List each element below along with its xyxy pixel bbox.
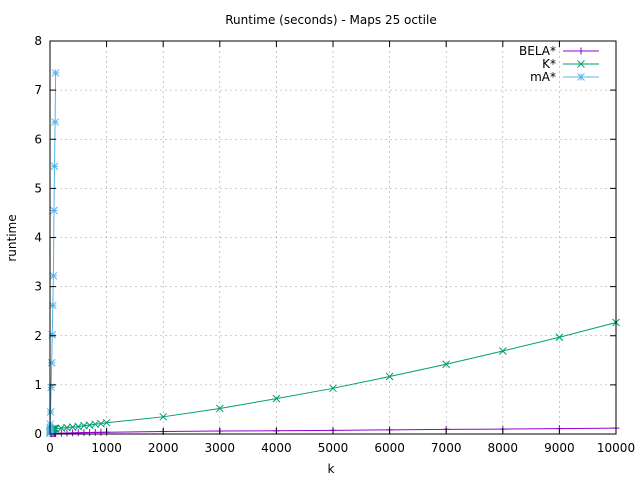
y-tick-label: 4 — [34, 231, 42, 245]
y-axis-label: runtime — [5, 214, 19, 261]
data-point-k — [555, 333, 564, 342]
x-axis-label: k — [328, 462, 335, 476]
x-tick-label: 2000 — [148, 441, 179, 455]
x-tick-label: 6000 — [374, 441, 405, 455]
y-tick-label: 1 — [34, 378, 42, 392]
data-point-k — [272, 394, 281, 403]
x-tick-label: 10000 — [597, 441, 635, 455]
x-tick-label: 0 — [46, 441, 54, 455]
data-point-ma — [50, 206, 58, 215]
legend-label-bela: BELA* — [519, 44, 556, 58]
legend-marker-k — [577, 60, 585, 68]
x-tick-label: 8000 — [488, 441, 519, 455]
series-ma — [46, 69, 60, 437]
data-point-ma — [47, 358, 56, 367]
x-tick-label: 9000 — [544, 441, 575, 455]
data-point-ma — [51, 69, 60, 77]
legend-marker-bela — [577, 47, 585, 55]
legend-label-ma: mA* — [530, 70, 556, 84]
y-tick-label: 0 — [34, 427, 42, 441]
data-point-ma — [51, 118, 59, 126]
y-tick-label: 5 — [34, 181, 42, 195]
data-point-ma — [46, 408, 55, 416]
grid — [50, 41, 616, 434]
data-point-k — [102, 418, 111, 427]
x-tick-label: 3000 — [205, 441, 236, 455]
x-tick-label: 1000 — [91, 441, 122, 455]
data-point-k — [385, 372, 394, 381]
x-tick-label: 5000 — [318, 441, 349, 455]
y-tick-label: 3 — [34, 280, 42, 294]
data-point-k — [442, 360, 451, 369]
y-tick-label: 8 — [34, 34, 42, 48]
x-tick-label: 4000 — [261, 441, 292, 455]
legend-marker-ma — [577, 73, 585, 81]
data-point-ma — [50, 162, 59, 171]
y-tick-label: 2 — [34, 329, 42, 343]
legend: BELA*K*mA* — [519, 44, 599, 84]
axis-ticks: 0 1000 2000 3000 4000 5000 6000 7000 8000 9000 100… — [34, 34, 635, 455]
legend-label-k: K* — [542, 57, 556, 71]
data-point-ma — [49, 271, 58, 280]
y-tick-label: 7 — [34, 83, 42, 97]
data-point-k — [329, 384, 337, 393]
data-point-k — [215, 404, 224, 413]
chart-title: Runtime (seconds) - Maps 25 octile — [225, 13, 436, 27]
data-point-k — [498, 347, 507, 355]
y-tick-label: 6 — [34, 132, 42, 146]
x-tick-label: 7000 — [431, 441, 462, 455]
data-point-k — [159, 412, 168, 421]
